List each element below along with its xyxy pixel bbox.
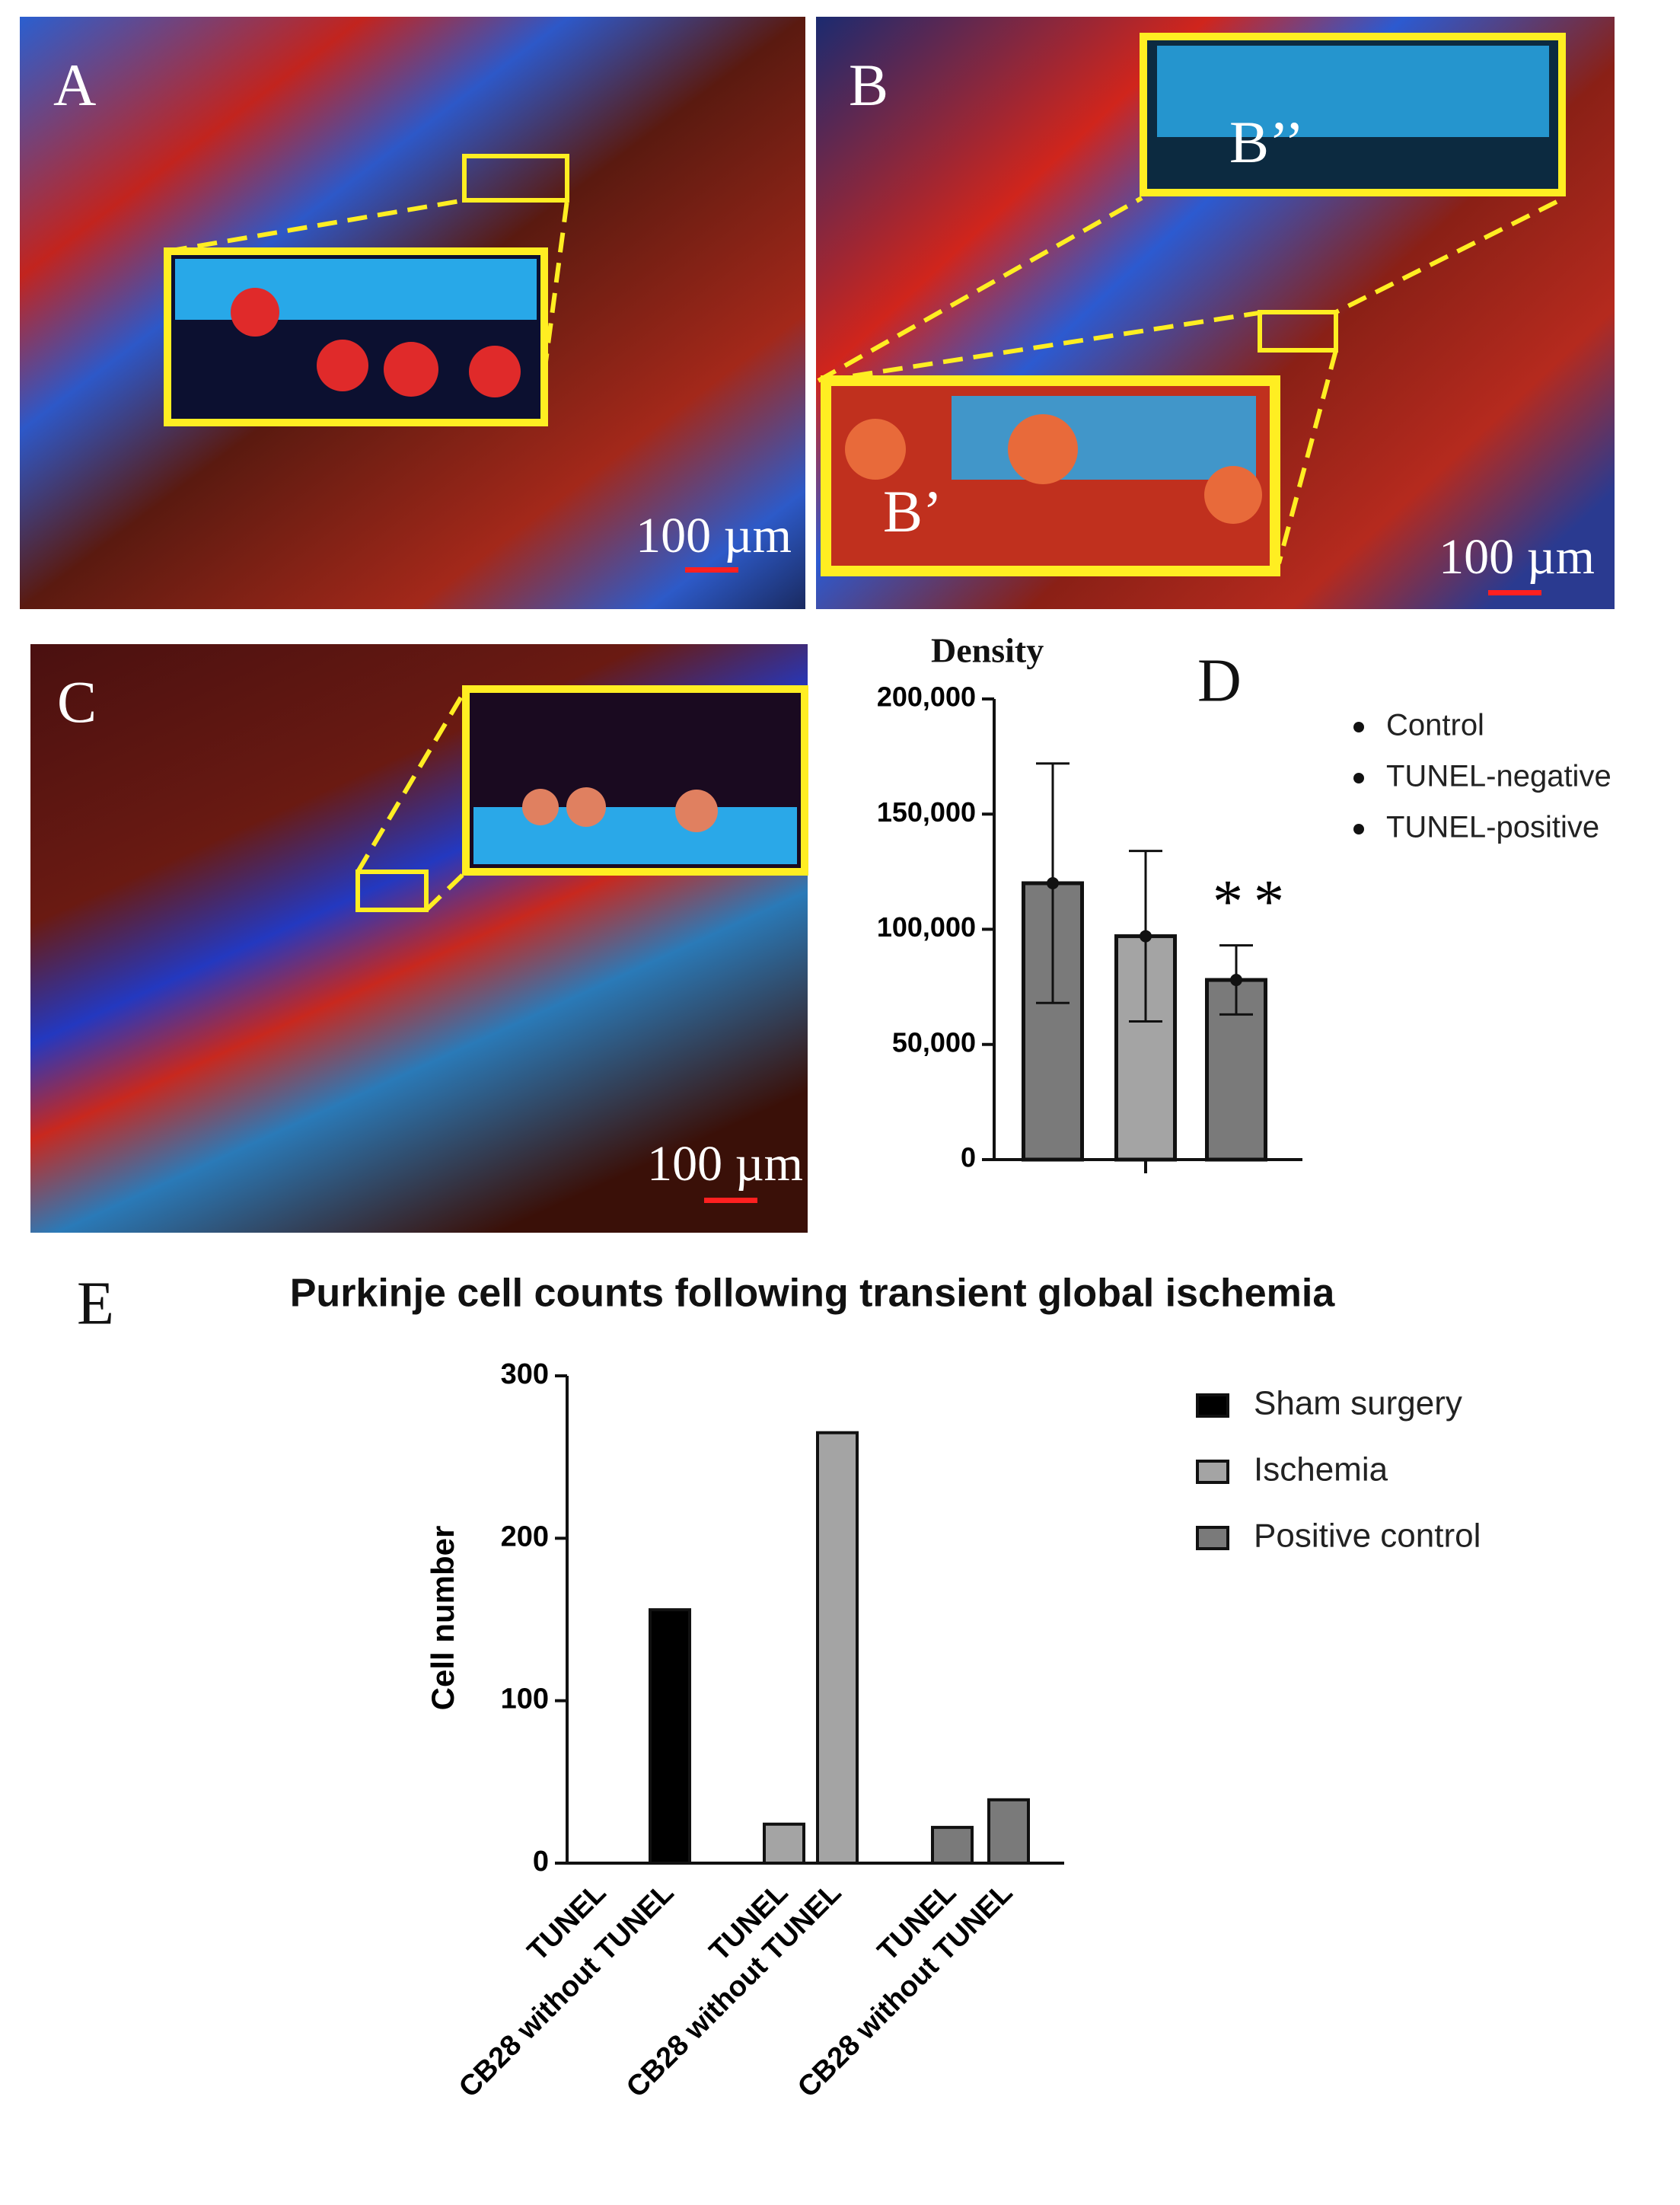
cell xyxy=(1008,414,1078,484)
inset-cells xyxy=(952,396,1256,480)
legend-swatch xyxy=(1196,1460,1229,1484)
cell xyxy=(384,342,438,397)
legend-swatch xyxy=(1196,1393,1229,1418)
y-tick-label: 200,000 xyxy=(877,681,976,713)
y-tick-label: 300 xyxy=(501,1358,549,1390)
legend-label: TUNEL-negative xyxy=(1386,760,1611,793)
zoom-line xyxy=(167,198,569,374)
scale-bar xyxy=(704,1198,757,1203)
mean-dot xyxy=(1230,974,1242,987)
zoom-line xyxy=(817,196,1558,564)
y-tick-label: 100 xyxy=(501,1683,549,1715)
y-tick-label: 0 xyxy=(961,1142,976,1173)
legend-label: Ischemia xyxy=(1254,1451,1388,1489)
mean-dot xyxy=(1140,930,1152,943)
cell xyxy=(845,419,906,480)
cell xyxy=(317,340,368,391)
legend-label: Positive control xyxy=(1254,1517,1481,1555)
cell xyxy=(675,790,718,832)
scale-label: 100 µm xyxy=(1439,529,1595,585)
bar xyxy=(816,1431,859,1865)
scale-bar xyxy=(1488,590,1541,595)
zoom-line xyxy=(355,688,468,912)
cell xyxy=(469,346,521,397)
y-tick-label: 50,000 xyxy=(892,1026,976,1058)
legend-swatch xyxy=(1196,1526,1229,1550)
bar xyxy=(931,1826,974,1865)
cell xyxy=(566,787,606,827)
y-tick-label: 0 xyxy=(533,1846,549,1878)
y-tick-label: 150,000 xyxy=(877,796,976,828)
zoom-box xyxy=(462,154,569,203)
legend-dot xyxy=(1353,773,1364,783)
legend-label: Control xyxy=(1386,709,1484,742)
inset-cells xyxy=(175,259,537,320)
panel-label: A xyxy=(53,52,96,118)
panel-label: B xyxy=(849,52,888,118)
legend-label: TUNEL-positive xyxy=(1386,811,1599,844)
chart-title: Purkinje cell counts following transient… xyxy=(290,1272,1336,1316)
annotation: ** xyxy=(1213,868,1295,935)
bar xyxy=(649,1608,691,1865)
panel-label: E xyxy=(77,1270,114,1337)
scale-bar xyxy=(685,567,738,573)
y-tick-label: 100,000 xyxy=(877,911,976,943)
inset-label: B’’ xyxy=(1229,109,1304,175)
y-tick-label: 200 xyxy=(501,1521,549,1552)
legend-dot xyxy=(1353,722,1364,732)
zoom-box xyxy=(1258,310,1338,353)
y-axis-label: Cell number xyxy=(425,1526,461,1711)
cell xyxy=(522,789,559,825)
cell xyxy=(231,288,279,337)
mean-dot xyxy=(1047,877,1059,889)
panel-label: D xyxy=(1197,647,1242,714)
legend-label: Sham surgery xyxy=(1254,1385,1462,1422)
inset-label: B’ xyxy=(883,478,942,544)
bar xyxy=(763,1822,805,1865)
inset-cells xyxy=(1157,46,1549,137)
scale-label: 100 µm xyxy=(636,508,792,563)
legend-dot xyxy=(1353,824,1364,834)
cell xyxy=(1204,466,1262,524)
scale-label: 100 µm xyxy=(647,1136,803,1192)
zoom-box xyxy=(355,870,429,912)
chart-title: Density xyxy=(931,631,1044,670)
panel-label: C xyxy=(57,669,97,735)
inset-cells xyxy=(473,807,797,864)
bar xyxy=(987,1798,1030,1865)
